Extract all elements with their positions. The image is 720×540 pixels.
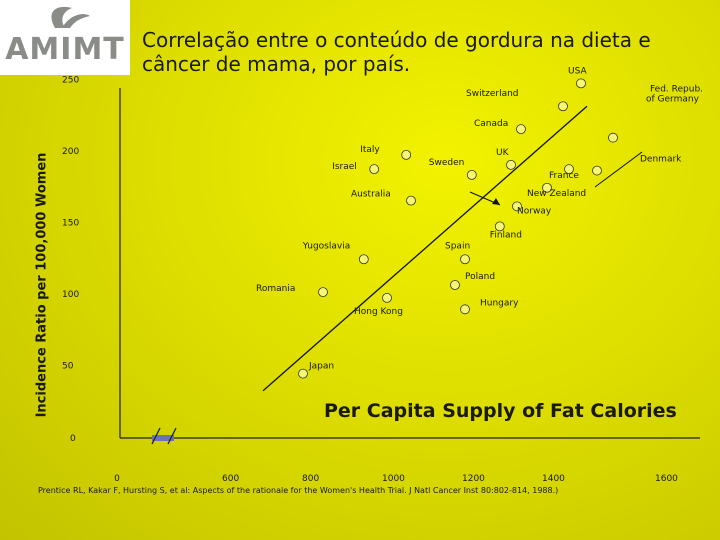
point-label: France xyxy=(549,171,579,181)
x-tick-label: 1400 xyxy=(542,474,565,484)
point-label: Hong Kong xyxy=(354,307,403,317)
axis-break-mark xyxy=(167,427,177,445)
chart-title: Correlação entre o conteúdo de gordura n… xyxy=(142,28,651,76)
data-point-italy xyxy=(401,149,412,160)
axis-break-fill xyxy=(152,435,174,441)
y-tick-label: 150 xyxy=(62,219,79,229)
y-tick-label: 50 xyxy=(62,362,74,372)
x-tick-label: 0 xyxy=(114,474,120,484)
point-label: Italy xyxy=(360,145,380,155)
trendline-segment xyxy=(262,105,588,392)
data-point-norway xyxy=(512,201,522,212)
point-label: Fed. Repub. xyxy=(650,85,703,95)
x-tick-label: 800 xyxy=(302,474,319,484)
data-point-france xyxy=(564,164,574,175)
sweden-arrowhead xyxy=(492,198,500,205)
logo-graphic xyxy=(51,6,90,28)
data-point-hungary xyxy=(460,304,470,315)
point-label: Poland xyxy=(465,272,495,282)
point-label: Sweden xyxy=(429,158,465,168)
data-point-spain xyxy=(460,254,470,265)
point-label-line2: of Germany xyxy=(646,95,700,105)
data-point-denmark xyxy=(592,165,602,176)
data-point-finland xyxy=(494,221,505,232)
point-label: Australia xyxy=(351,190,391,200)
point-labels: USA Switzerland Canada Fed. Repub.of German… xyxy=(256,66,703,371)
x-tick-label: 1000 xyxy=(382,474,405,484)
data-point-hong-kong xyxy=(382,292,392,303)
source-citation: Prentice RL, Kakar F, Hursting S, et al:… xyxy=(38,486,559,495)
data-point-new-zealand xyxy=(542,182,552,193)
point-label: Switzerland xyxy=(466,89,519,99)
data-point-israel xyxy=(369,164,380,175)
point-label: Hungary xyxy=(480,298,519,308)
germany-pointer xyxy=(594,151,643,188)
point-label: Israel xyxy=(332,162,357,172)
point-label: UK xyxy=(496,148,510,158)
x-tick-label: 1200 xyxy=(462,474,485,484)
data-point-australia xyxy=(406,195,416,206)
data-point-japan xyxy=(298,368,308,379)
point-label: Norway xyxy=(517,206,552,216)
point-label: Denmark xyxy=(640,155,682,165)
logo-text: AMIMT xyxy=(5,32,125,67)
point-label: New Zealand xyxy=(527,189,586,199)
point-label: Spain xyxy=(445,241,470,251)
logo: AMIMT xyxy=(0,0,130,75)
x-tick-label: 600 xyxy=(222,474,239,484)
data-point-switzerland xyxy=(558,101,568,112)
data-point-canada xyxy=(516,124,526,135)
point-label: USA xyxy=(568,66,587,76)
data-point-romania xyxy=(318,287,328,298)
y-axis-label: Incidence Ratio per 100,000 Women xyxy=(34,152,50,418)
point-label: Canada xyxy=(474,119,508,129)
point-label: Romania xyxy=(256,284,295,294)
point-label: Japan xyxy=(308,362,334,372)
data-point-poland xyxy=(450,280,460,290)
trendline xyxy=(262,105,643,392)
data-points xyxy=(298,78,618,379)
x-axis-title: Per Capita Supply of Fat Calories xyxy=(324,400,677,422)
tick-labels: 0 50 100 150 200 250 0 600 800 1000 1200 1400 1600 xyxy=(62,76,678,485)
y-tick-label: 100 xyxy=(62,290,79,300)
data-point-fed-repub-of-germany xyxy=(608,132,618,143)
point-label: Finland xyxy=(490,230,522,240)
axes xyxy=(119,88,700,445)
point-label: Yugoslavia xyxy=(302,241,350,251)
y-tick-label: 200 xyxy=(62,147,79,157)
data-point-yugoslavia xyxy=(358,254,369,265)
data-point-sweden xyxy=(466,169,477,180)
data-point-uk xyxy=(506,159,516,170)
y-tick-label: 250 xyxy=(62,76,79,86)
data-point-usa xyxy=(576,78,586,89)
axis-break-mark xyxy=(151,427,161,445)
x-tick-label: 1600 xyxy=(655,474,678,484)
y-tick-label: 0 xyxy=(70,434,76,444)
